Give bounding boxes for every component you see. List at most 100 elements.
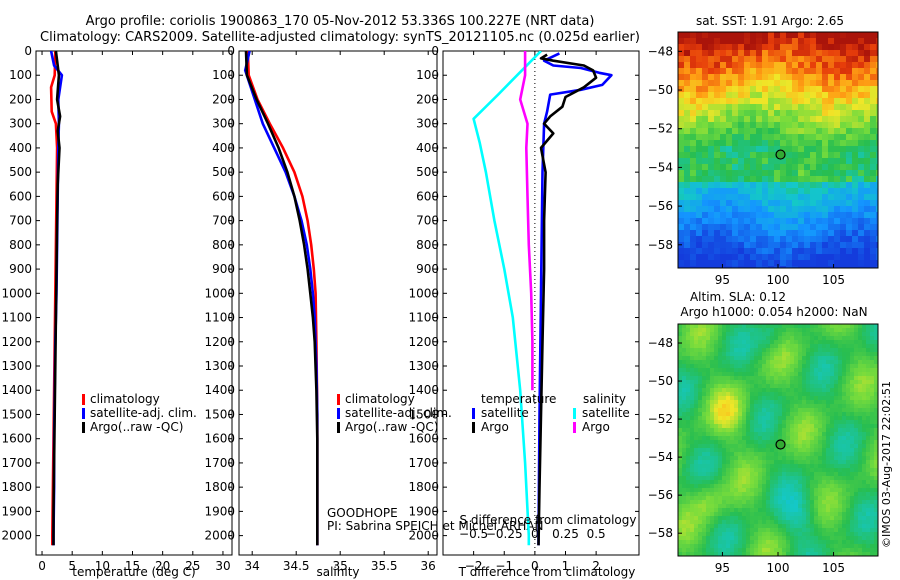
map-cell [730, 408, 735, 413]
map-cell [710, 536, 715, 541]
map-cell [858, 448, 863, 453]
map-cell [854, 324, 859, 329]
map-cell [806, 420, 811, 425]
map-cell [706, 476, 711, 481]
map-cell [858, 536, 863, 541]
map-cell [838, 504, 843, 509]
map-cell [690, 404, 695, 409]
map-cell [866, 540, 871, 545]
map-cell [702, 552, 707, 556]
map-cell [806, 428, 811, 433]
map-cell [694, 532, 699, 537]
map-cell [702, 248, 709, 255]
map-cell [758, 520, 763, 525]
map-cell [694, 340, 699, 345]
map-cell [846, 164, 853, 171]
map-cell [718, 436, 723, 441]
s-difference-tick-label: 0.5 [587, 527, 606, 541]
map-cell [790, 472, 795, 477]
map-cell [690, 62, 697, 69]
map-cell [738, 266, 745, 268]
map-cell [826, 548, 831, 553]
map-cell [870, 122, 877, 129]
map-cell [816, 146, 823, 153]
map-cell [750, 464, 755, 469]
map-cell [834, 380, 839, 385]
map-cell [698, 416, 703, 421]
map-cell [846, 544, 851, 549]
map-cell [786, 476, 791, 481]
map-cell [802, 520, 807, 525]
map-cell [810, 32, 817, 39]
map-cell [738, 200, 745, 207]
map-cell [798, 472, 803, 477]
map-cell [756, 182, 763, 189]
map-cell [714, 416, 719, 421]
map-cell [744, 98, 751, 105]
map-cell [798, 44, 805, 51]
map-cell [694, 492, 699, 497]
map-cell [738, 532, 743, 537]
map-cell [744, 152, 751, 159]
map-cell [766, 324, 771, 329]
map-cell [798, 62, 805, 69]
map-cell [738, 552, 743, 556]
map-cell [678, 32, 685, 39]
y-tick-label: 400 [416, 141, 439, 155]
y-tick-label: 1400 [408, 383, 439, 397]
map-cell [766, 344, 771, 349]
map-cell [822, 524, 827, 529]
map-cell [818, 328, 823, 333]
map-cell [876, 50, 878, 57]
map-cell [814, 524, 819, 529]
map-cell [774, 360, 779, 365]
map-cell [790, 528, 795, 533]
map-cell [730, 520, 735, 525]
map-cell [738, 416, 743, 421]
map-cell [834, 92, 841, 99]
map-cell [690, 500, 695, 505]
map-cell [794, 484, 799, 489]
map-cell [802, 448, 807, 453]
map-cell [732, 116, 739, 123]
map-cell [854, 388, 859, 393]
map-cell [682, 520, 687, 525]
map-cell [696, 38, 703, 45]
map-cell [864, 206, 871, 213]
map-cell [798, 384, 803, 389]
temperature-xlabel: temperature (deg C) [72, 565, 195, 579]
map-cell [778, 376, 783, 381]
map-cell [858, 266, 865, 268]
map-cell [708, 230, 715, 237]
map-cell [786, 170, 793, 177]
map-cell [806, 440, 811, 445]
map-cell [738, 400, 743, 405]
map-cell [828, 74, 835, 81]
map-cell [862, 544, 867, 549]
map-cell [826, 552, 831, 556]
map-cell [706, 404, 711, 409]
map-cell [786, 380, 791, 385]
map-cell [816, 122, 823, 129]
map-cell [778, 420, 783, 425]
map-cell [874, 376, 878, 381]
map-cell [698, 460, 703, 465]
map-cell [814, 360, 819, 365]
map-cell [762, 360, 767, 365]
map-cell [870, 480, 875, 485]
map-cell [742, 340, 747, 345]
map-cell [828, 122, 835, 129]
map-cell [706, 380, 711, 385]
map-cell [806, 384, 811, 389]
map-cell [794, 324, 799, 329]
map-cell [790, 540, 795, 545]
map-cell [730, 336, 735, 341]
map-cell [718, 332, 723, 337]
map-cell [698, 364, 703, 369]
x-tick-label: 2 [592, 559, 600, 573]
map-cell [730, 328, 735, 333]
map-cell [870, 552, 875, 556]
map-cell [742, 496, 747, 501]
map-cell [742, 552, 747, 556]
map-cell [770, 500, 775, 505]
